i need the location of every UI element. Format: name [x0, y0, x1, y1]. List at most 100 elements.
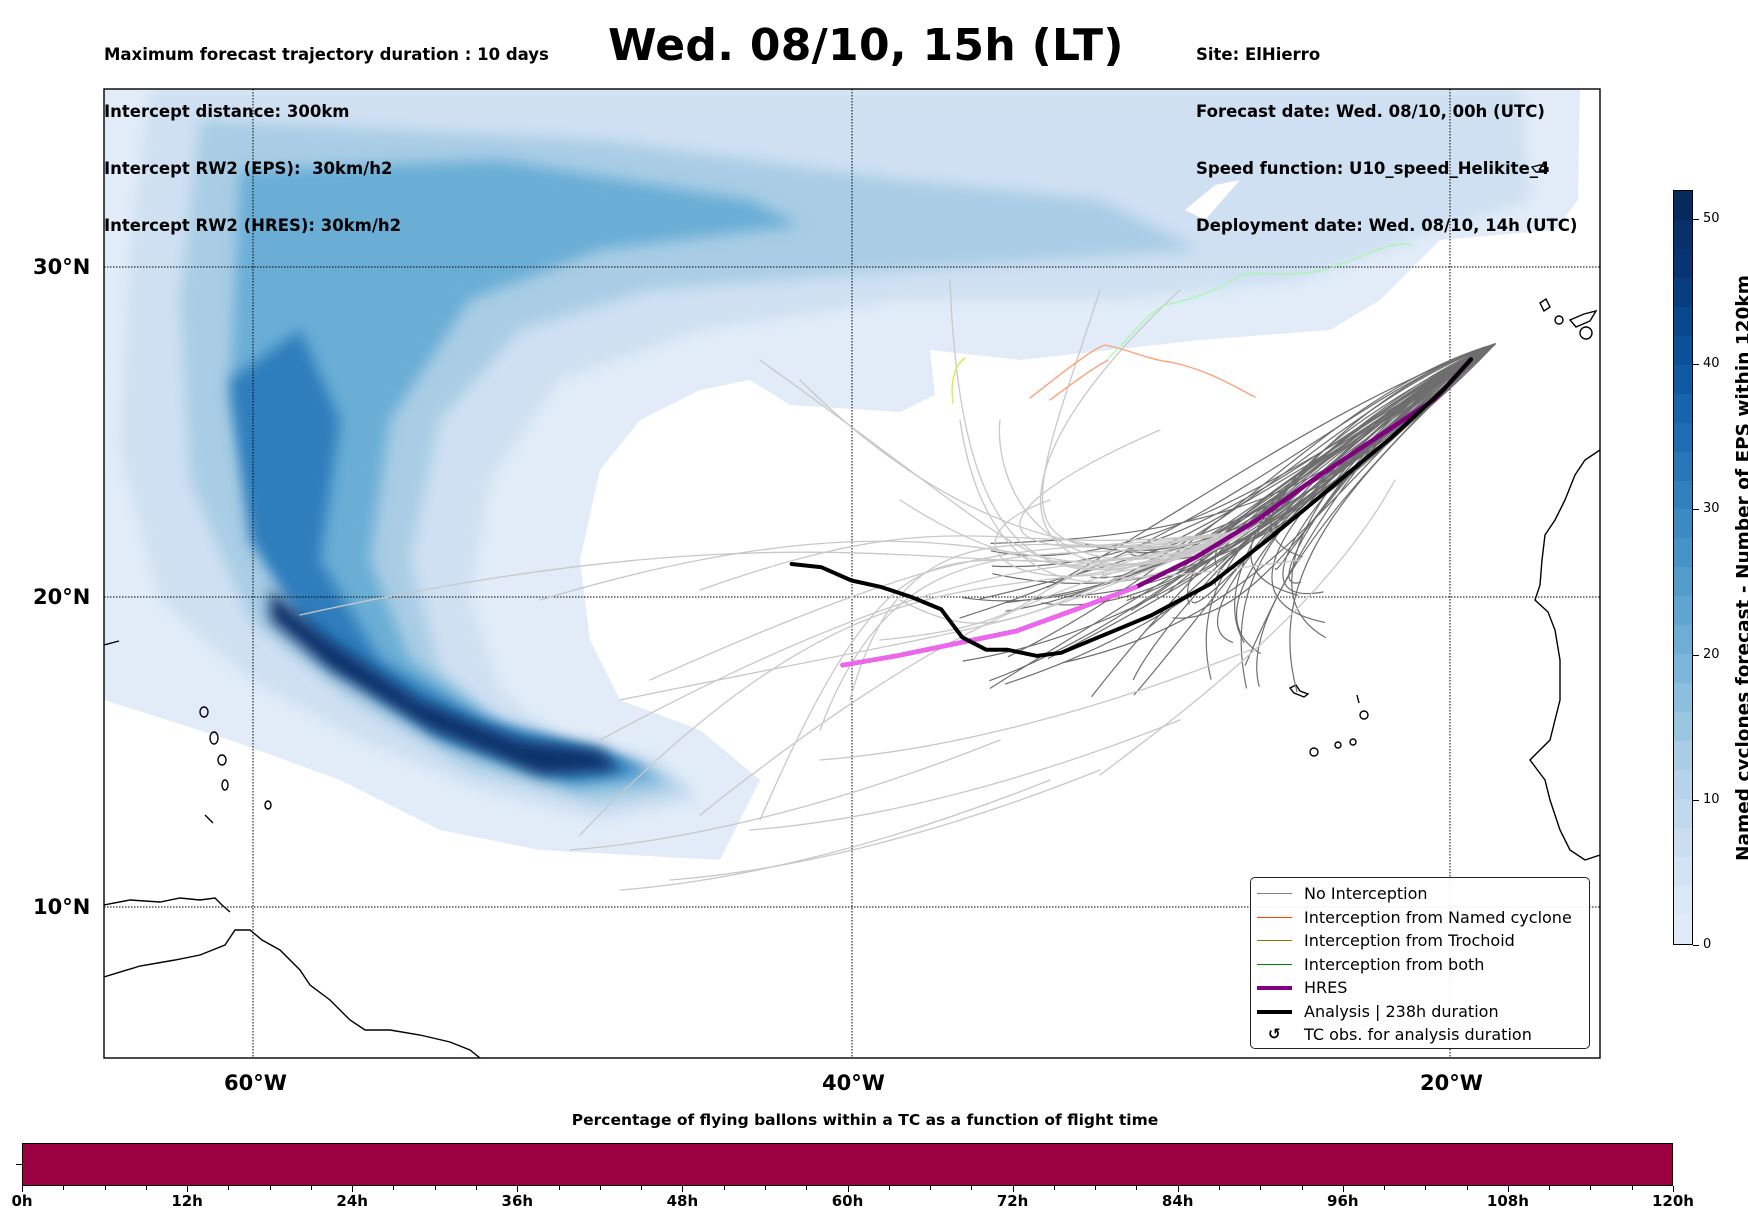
- flight-time-minor-tick: [1218, 1186, 1220, 1190]
- flight-time-minor-tick: [1053, 1186, 1055, 1190]
- colorbar-segment: [1674, 799, 1692, 829]
- site-name: Site: ElHierro: [1196, 45, 1321, 64]
- colorbar-tick-label: 10: [1703, 791, 1720, 807]
- flight-time-major-tick: [847, 1186, 849, 1192]
- ensemble-trajectory-far: [1099, 479, 1396, 776]
- flight-time-minor-tick: [1590, 1186, 1592, 1190]
- ensemble-trajectory-far: [1019, 429, 1251, 548]
- ensemble-trajectory-far: [669, 769, 1101, 881]
- ensemble-trajectory-near: [990, 343, 1496, 544]
- named-cyclone-trajectory: [1049, 359, 1109, 401]
- ensemble-trajectory-near: [1270, 343, 1496, 558]
- flight-time-minor-tick: [1301, 1186, 1303, 1190]
- flight-time-minor-tick: [558, 1186, 560, 1190]
- flight-time-minor-tick: [1631, 1186, 1633, 1190]
- ensemble-trajectory-far: [998, 419, 1251, 561]
- colorbar-segment: [1674, 364, 1692, 394]
- lon-label-20w: 20°W: [1420, 1071, 1483, 1095]
- site-info: Site: ElHierro Forecast date: Wed. 08/10…: [1196, 7, 1577, 254]
- colorbar-segment: [1674, 857, 1692, 887]
- legend-item-trochoid: Interception from Trochoid: [1251, 929, 1589, 953]
- legend-item-hres: HRES: [1251, 976, 1589, 1000]
- ensemble-trajectory-near: [1006, 343, 1496, 604]
- colorbar-segment: [1674, 741, 1692, 771]
- density-band-3: [230, 160, 800, 790]
- flight-time-major-tick: [1507, 1186, 1509, 1192]
- ensemble-trajectory-far: [699, 529, 1251, 591]
- colorbar-segment: [1674, 828, 1692, 858]
- ensemble-trajectory-far: [849, 529, 1251, 701]
- map-legend: No Interception Interception from Named …: [1250, 877, 1590, 1049]
- ensemble-trajectory-near: [1289, 343, 1496, 693]
- map-frame: [103, 88, 1601, 1059]
- ensemble-trajectory-near: [1217, 343, 1496, 643]
- colorbar-tick-label: 50: [1703, 211, 1720, 227]
- lat-label-10n: 10°N: [33, 895, 91, 919]
- hres-trajectory-tail: [840, 584, 1139, 668]
- colorbar-segment: [1674, 683, 1692, 713]
- coast-south-america: [104, 929, 481, 1058]
- flight-time-minor-tick: [599, 1186, 601, 1190]
- flight-time-minor-tick: [228, 1186, 230, 1190]
- colorbar-segment: [1674, 306, 1692, 336]
- flight-time-minor-tick: [971, 1186, 973, 1190]
- hres-trajectory: [840, 357, 1474, 668]
- flight-time-major-tick: [1673, 1186, 1674, 1192]
- forecast-date: Forecast date: Wed. 08/10, 00h (UTC): [1196, 102, 1545, 121]
- coast-cape-verde: [1288, 684, 1369, 757]
- coast-madeira: [1530, 164, 1549, 173]
- colorbar-segment: [1674, 277, 1692, 307]
- flight-time-major-tick: [1342, 1186, 1344, 1192]
- lat-label-20n: 20°N: [33, 585, 91, 609]
- flight-time-minor-tick: [269, 1186, 271, 1190]
- param-rw2-eps: Intercept RW2 (EPS): 30km/h2: [104, 159, 393, 178]
- colorbar-segment: [1674, 567, 1692, 597]
- colorbar-tick: [1693, 219, 1699, 221]
- flight-time-tick-label: 96h: [1327, 1192, 1359, 1210]
- line-swatch-icon: [1257, 940, 1292, 941]
- flight-time-major-tick: [1012, 1186, 1014, 1192]
- flight-time-tick-label: 108h: [1486, 1192, 1529, 1210]
- flight-time-minor-tick: [806, 1186, 808, 1190]
- colorbar-segment: [1674, 625, 1692, 655]
- flight-time-minor-tick: [476, 1186, 478, 1190]
- colorbar-segment: [1674, 770, 1692, 800]
- flight-time-tick-label: 72h: [996, 1192, 1029, 1210]
- flight-time-major-tick: [187, 1186, 189, 1192]
- ensemble-trajectory-far: [569, 739, 1001, 851]
- colorbar-tick: [1693, 799, 1699, 801]
- colorbar-segment: [1674, 422, 1692, 452]
- colorbar-tick: [1693, 364, 1699, 366]
- colorbar-tick-label: 40: [1703, 356, 1720, 372]
- ensemble-trajectory-far: [899, 499, 1251, 567]
- ensemble-trajectory-far: [749, 719, 1181, 831]
- flight-time-tick-label: 48h: [666, 1192, 699, 1210]
- colorbar-tick-label: 0: [1703, 937, 1712, 952]
- ensemble-trajectory-far: [599, 529, 1251, 741]
- colorbar-segment: [1674, 915, 1692, 944]
- flight-time-minor-tick: [1136, 1186, 1138, 1190]
- ensemble-trajectory-near: [1133, 343, 1496, 696]
- colorbar-tick: [1693, 509, 1699, 511]
- colorbar-segment: [1674, 219, 1692, 249]
- flight-time-minor-tick: [764, 1186, 766, 1190]
- ensemble-trajectory-far: [1102, 529, 1301, 579]
- coast-africa: [1529, 449, 1600, 861]
- both-interception-trajectory: [1107, 243, 1413, 359]
- flight-time-minor-tick: [930, 1186, 932, 1190]
- flight-time-tick-label: 12h: [171, 1192, 203, 1210]
- coast-canary-islands: [1539, 297, 1598, 340]
- named-cyclone-trajectory: [1029, 344, 1256, 399]
- colorbar-segment: [1674, 886, 1692, 916]
- lon-label-60w: 60°W: [224, 1071, 287, 1095]
- colorbar-segment: [1674, 654, 1692, 684]
- speed-function: Speed function: U10_speed_Helikite_4: [1196, 159, 1550, 178]
- flight-time-minor-tick: [1095, 1186, 1097, 1190]
- ensemble-trajectory-near: [1250, 343, 1496, 596]
- flight-time-minor-tick: [1466, 1186, 1468, 1190]
- flight-time-minor-tick: [1549, 1186, 1551, 1190]
- flight-time-tick-label: 84h: [1161, 1192, 1194, 1210]
- flight-time-major-tick: [682, 1186, 684, 1192]
- ensemble-trajectory-near: [1291, 343, 1496, 639]
